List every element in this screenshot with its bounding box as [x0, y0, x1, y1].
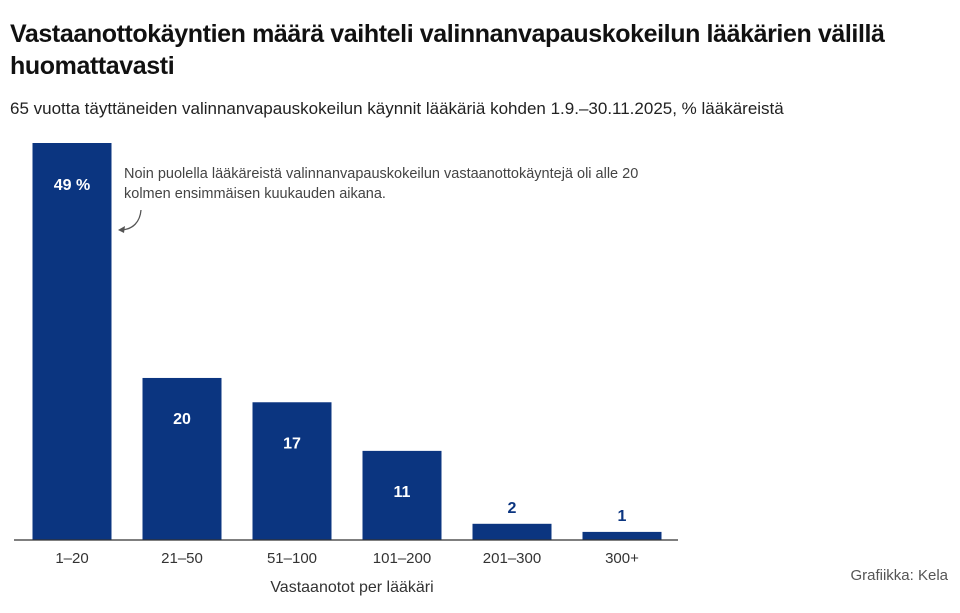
chart-title: Vastaanottokäyntien määrä vaihteli valin…: [10, 20, 885, 80]
x-tick-label-3: 51–100: [267, 550, 317, 567]
x-tick-label-5: 201–300: [483, 550, 541, 567]
bar-6: [582, 531, 662, 540]
x-tick-label-4: 101–200: [373, 550, 431, 567]
annotation-arrow: [121, 209, 142, 231]
bar-4: [362, 450, 442, 540]
data-label-4: 11: [394, 484, 411, 501]
data-label-2: 20: [173, 411, 191, 428]
x-tick-label-2: 21–50: [161, 550, 203, 567]
x-tick-labels-layer: 1–20 21–50 51–100 101–200 201–300 300+: [55, 550, 639, 567]
chart-subtitle: 65 vuotta täyttäneiden valinnanvapauskok…: [10, 99, 784, 118]
x-axis-title: Vastaanotot per lääkäri: [270, 579, 433, 596]
bars-layer: [32, 143, 662, 540]
data-label-3: 17: [283, 435, 301, 452]
bar-1: [32, 143, 112, 540]
data-label-6: 1: [618, 508, 627, 525]
annotation-text: Noin puolella lääkäreistä valinnanvapaus…: [124, 166, 639, 202]
x-tick-label-6: 300+: [605, 550, 639, 567]
x-tick-label-1: 1–20: [55, 550, 88, 567]
chart-credit: Grafiikka: Kela: [850, 567, 948, 584]
data-label-5: 2: [508, 500, 517, 517]
bar-5: [472, 523, 552, 540]
bar-2: [142, 377, 222, 540]
data-label-1: 49 %: [54, 177, 90, 194]
annotation-arrowhead: [118, 226, 125, 233]
bar-3: [252, 402, 332, 540]
data-labels-layer: 49 % 20 17 11 2 1: [54, 177, 627, 525]
